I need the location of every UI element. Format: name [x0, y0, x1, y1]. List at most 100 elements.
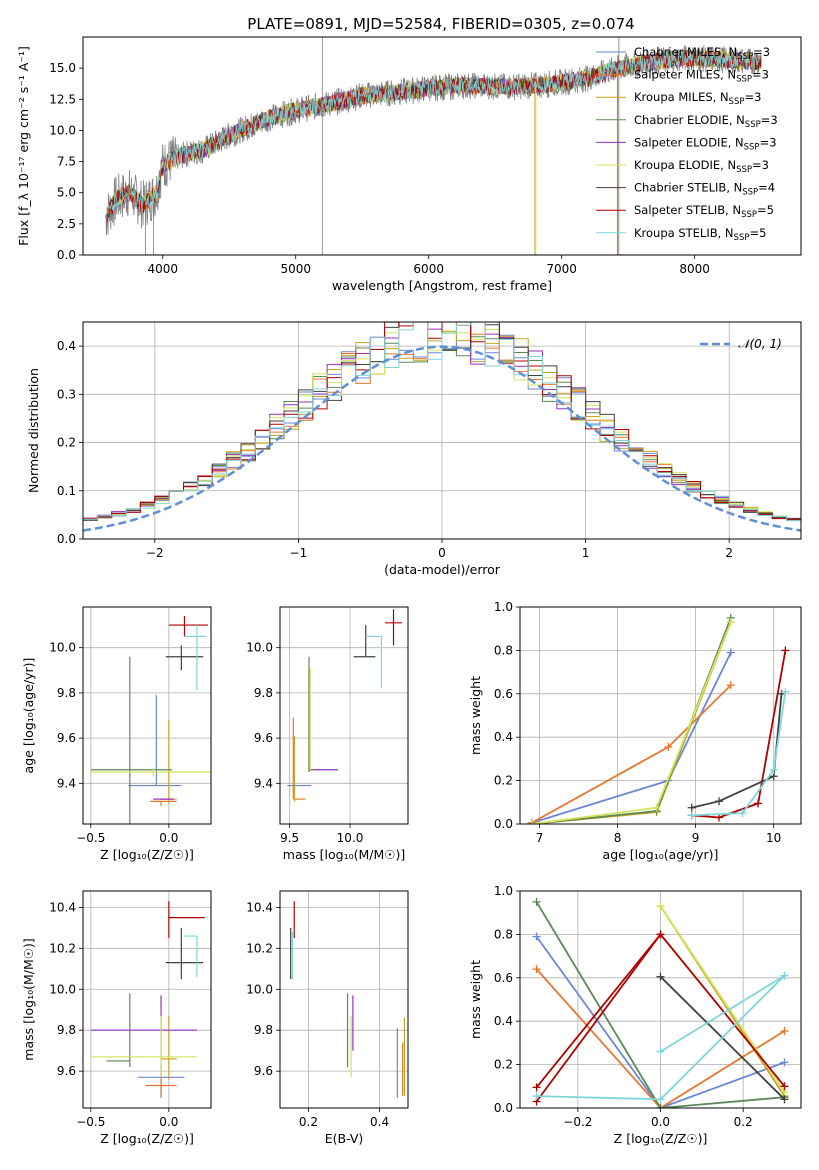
- x-tick-label: 5000: [280, 262, 311, 276]
- x-tick-label: −0.2: [563, 1115, 592, 1129]
- y-tick-label: 0.2: [57, 436, 76, 450]
- y-tick-label: 10.0: [246, 641, 273, 655]
- y-tick-label: 10.2: [49, 941, 76, 955]
- plot-area-z-mass: [90, 901, 205, 1098]
- y-tick-label: 9.8: [57, 1023, 76, 1037]
- legend-label: 𝒩(0, 1): [738, 337, 782, 351]
- y-tick-label: 0.2: [494, 1058, 513, 1072]
- y-tick-label: 0.4: [57, 339, 76, 353]
- legend-label: Chabrier ELODIE, NSSP=3: [634, 113, 778, 130]
- x-tick-label: 6000: [413, 262, 444, 276]
- y-tick-label: 12.5: [49, 92, 76, 106]
- axes-frame: [82, 606, 212, 825]
- series-line: [535, 936, 785, 1108]
- plot-area-z-age: [90, 616, 211, 824]
- y-tick-label: 9.4: [57, 776, 76, 790]
- plot-area-mass-age: [287, 609, 402, 802]
- y-tick-label: 9.8: [254, 1023, 273, 1037]
- x-axis-label: Z [log₁₀(Z/Z☉)]: [100, 1131, 194, 1146]
- plot-area-ebv-mass: [290, 901, 406, 1098]
- y-tick-label: 0.2: [494, 774, 513, 788]
- y-tick-label: 0.0: [494, 1101, 513, 1115]
- legend-label: Salpeter ELODIE, NSSP=3: [634, 135, 777, 152]
- series-line: [535, 968, 785, 1108]
- y-tick-label: 0.4: [494, 730, 513, 744]
- histogram-step: [83, 322, 801, 521]
- y-tick-label: 0.4: [494, 1014, 513, 1028]
- x-tick-label: 2: [725, 546, 733, 560]
- x-axis-label: Z [log₁₀(Z/Z☉)]: [100, 847, 194, 862]
- y-tick-label: 9.6: [57, 1064, 76, 1078]
- y-tick-label: 2.5: [57, 217, 76, 231]
- legend-label: Salpeter MILES, NSSP=3: [634, 68, 769, 85]
- axes-spectrum: 4000 5000 6000 7000 8000 0.0 2.5 5.0 7.5 10.0 12.5…: [16, 36, 802, 293]
- y-tick-label: 10.4: [246, 900, 273, 914]
- x-tick-label: 10: [766, 831, 781, 845]
- spectrum-legend: Chabrier MILES, NSSP=3 Salpeter MILES, NS…: [596, 45, 778, 243]
- y-tick-label: 0.0: [494, 817, 513, 831]
- series-line: [531, 684, 732, 824]
- y-axis-label: mass weight: [468, 960, 483, 1039]
- y-axis-label: mass weight: [468, 676, 483, 755]
- y-tick-label: 0.0: [57, 532, 76, 546]
- axes-frame: [519, 606, 802, 825]
- y-tick-label: 15.0: [49, 61, 76, 75]
- y-tick-label: 0.8: [494, 643, 513, 657]
- y-tick-label: 9.8: [254, 686, 273, 700]
- x-tick-label: 7000: [546, 262, 577, 276]
- x-axis-label: age [log₁₀(age/yr)]: [603, 847, 719, 862]
- model-spectrum-line: [106, 49, 762, 215]
- y-tick-label: 0.3: [57, 387, 76, 401]
- axes-z-mass: −0.5 0.0 9.6 9.8 10.0 10.2 10.4 Z [log₁₀(Z/Z☉)]…: [21, 890, 212, 1146]
- y-tick-label: 7.5: [57, 155, 76, 169]
- y-tick-label: 0.6: [494, 687, 513, 701]
- y-tick-label: 0.8: [494, 927, 513, 941]
- x-tick-label: 0.2: [299, 1115, 318, 1129]
- y-axis-label: Normed distribution: [26, 368, 41, 493]
- x-tick-label: −0.5: [76, 1115, 105, 1129]
- y-axis-label: age [log₁₀(age/yr)]: [21, 658, 36, 774]
- x-axis-label: mass [log₁₀(M/M☉)]: [283, 847, 405, 862]
- series-line: [691, 693, 783, 809]
- axes-frame: [519, 890, 802, 1109]
- series-line: [691, 691, 787, 817]
- axes-frame: [82, 321, 802, 540]
- legend-label: Salpeter STELIB, NSSP=5: [634, 203, 774, 220]
- x-tick-label: 9.5: [280, 831, 299, 845]
- series-line: [531, 621, 732, 824]
- series-line: [691, 650, 787, 819]
- y-tick-label: 9.6: [57, 731, 76, 745]
- series-line: [535, 933, 662, 1088]
- y-tick-label: 10.0: [49, 641, 76, 655]
- series-line: [660, 974, 785, 1053]
- x-tick-label: 0.0: [651, 1115, 670, 1129]
- x-tick-label: 10.0: [337, 831, 364, 845]
- x-axis-label: E(B-V): [325, 1131, 364, 1146]
- series-line: [531, 652, 732, 824]
- x-tick-label: −0.5: [76, 831, 105, 845]
- x-tick-label: 0.0: [159, 1115, 178, 1129]
- series-line: [531, 617, 732, 824]
- y-tick-label: 9.8: [57, 686, 76, 700]
- y-tick-label: 1.0: [494, 884, 513, 898]
- y-tick-label: 1.0: [494, 600, 513, 614]
- legend-label: Kroupa MILES, NSSP=3: [634, 90, 761, 107]
- legend-label: Chabrier STELIB, NSSP=4: [634, 181, 775, 198]
- y-tick-label: 10.0: [246, 982, 273, 996]
- y-tick-label: 0.0: [57, 248, 76, 262]
- figure-title: PLATE=0891, MJD=52584, FIBERID=0305, z=0…: [247, 15, 634, 33]
- x-axis-label: (data-model)/error: [384, 562, 501, 577]
- x-tick-label: 1: [582, 546, 590, 560]
- series-line: [531, 621, 732, 824]
- plot-area-residuals: [83, 322, 801, 532]
- x-axis-label: wavelength [Angstrom, rest frame]: [332, 278, 552, 293]
- x-axis-label: Z [log₁₀(Z/Z☉)]: [614, 1131, 708, 1146]
- x-tick-label: 7: [536, 831, 544, 845]
- axes-frame: [82, 890, 212, 1109]
- axes-frame: [279, 890, 409, 1109]
- plot-area-z-massweight: [532, 897, 789, 1108]
- normal-curve: [83, 345, 801, 532]
- x-tick-label: −1: [290, 546, 308, 560]
- y-tick-label: 10.0: [49, 982, 76, 996]
